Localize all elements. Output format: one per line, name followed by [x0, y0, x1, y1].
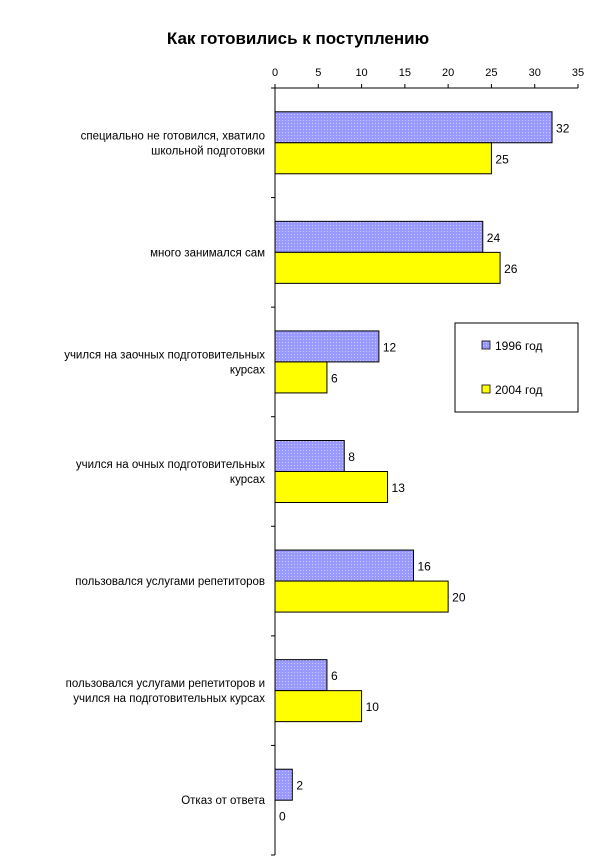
data-label: 2: [296, 779, 303, 793]
category-labels: специально не готовился, хватило школьной…: [64, 130, 265, 807]
x-tick-label: 5: [315, 67, 321, 79]
category-label: пользовался услугами репетиторов: [75, 576, 265, 588]
category-label: курсах: [230, 364, 265, 376]
x-tick-label: 30: [529, 67, 541, 79]
data-label: 6: [331, 669, 338, 683]
category-label: специально не готовился, хватило: [81, 130, 265, 142]
bar-1996: [274, 330, 380, 363]
category-label: учился на заочных подготовительных: [64, 349, 265, 361]
bar-1996: [274, 440, 345, 472]
x-tick-label: 35: [572, 67, 584, 79]
legend-label-2004: 2004 год: [495, 383, 543, 397]
bar-2004: [274, 580, 449, 613]
data-label: 10: [366, 700, 380, 714]
x-tick-label: 10: [355, 67, 367, 79]
bar-1996: [274, 549, 415, 582]
chart-title: Как готовились к поступлению: [167, 29, 429, 48]
data-label: 24: [487, 231, 501, 245]
data-label: 25: [495, 152, 509, 166]
category-label: курсах: [230, 474, 265, 486]
data-label: 26: [504, 262, 518, 276]
legend-box: [454, 322, 579, 413]
bar-1996: [274, 220, 484, 253]
legend-swatch-2004: [481, 384, 491, 394]
data-label: 6: [331, 371, 338, 385]
category-label: школьной подготовки: [151, 145, 265, 157]
data-label: 8: [348, 450, 355, 464]
data-label: 32: [556, 121, 570, 135]
bar-2004: [274, 361, 328, 394]
bar-1996: [274, 111, 553, 144]
category-label: учился на подготовительных курсах: [73, 693, 265, 705]
bar-2004: [274, 471, 389, 503]
x-tick-label: 15: [399, 67, 411, 79]
data-label: 20: [452, 591, 466, 605]
legend-label-1996: 1996 год: [495, 339, 543, 353]
data-label: 12: [383, 340, 397, 354]
x-tick-label: 20: [442, 67, 454, 79]
legend-swatch-1996: [481, 340, 491, 350]
data-label: 13: [392, 481, 406, 495]
x-tick-label: 25: [485, 67, 497, 79]
bar-2004: [274, 690, 363, 723]
bar-1996: [274, 768, 293, 801]
legend: 1996 год 2004 год: [454, 322, 579, 413]
bar-2004: [274, 251, 501, 284]
bar-1996: [274, 659, 328, 692]
category-label: пользовался услугами репетиторов и: [66, 678, 265, 690]
category-label: много занимался сам: [150, 247, 265, 259]
x-tick-label: 0: [272, 67, 278, 79]
bar-2004: [274, 142, 492, 175]
category-label: учился на очных подготовительных: [76, 459, 265, 471]
category-label: Отказ от ответа: [181, 795, 265, 807]
data-label: 0: [279, 810, 286, 824]
data-label: 16: [418, 560, 432, 574]
